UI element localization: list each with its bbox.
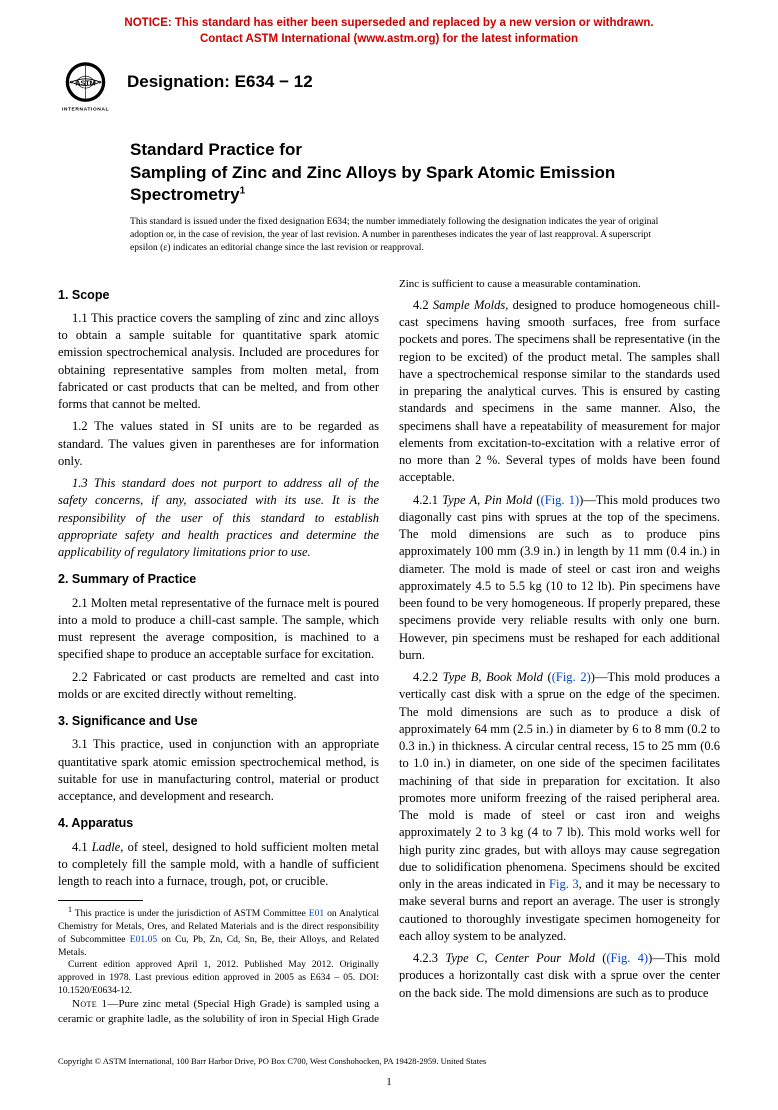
title-line2: Sampling of Zinc and Zinc Alloys by Spar…: [130, 162, 720, 205]
p421c: ((Fig. 1)): [536, 493, 583, 507]
fn1c[interactable]: E01: [309, 909, 324, 920]
footnote-2: Current edition approved April 1, 2012. …: [58, 959, 379, 997]
body-columns: 1. Scope 1.1 This practice covers the sa…: [58, 277, 720, 1028]
title-block: Standard Practice for Sampling of Zinc a…: [130, 138, 720, 205]
fig3-link[interactable]: Fig. 3: [549, 877, 579, 891]
p421b: Type A, Pin Mold: [442, 493, 536, 507]
para-4-2-2: 4.2.2 Type B, Book Mold ((Fig. 2))—This …: [399, 669, 720, 945]
para-4-2: 4.2 Sample Molds, designed to produce ho…: [399, 297, 720, 487]
section-1-head: 1. Scope: [58, 287, 379, 304]
notice-banner: NOTICE: This standard has either been su…: [58, 16, 720, 47]
fig2-link[interactable]: (Fig. 2): [552, 670, 591, 684]
p423c: ((Fig. 4)): [602, 951, 652, 965]
fn1b: This practice is under the jurisdiction …: [72, 909, 309, 920]
superscript-1: 1: [240, 185, 246, 196]
page-number: 1: [58, 1075, 720, 1090]
p422b: Type B, Book Mold: [443, 670, 548, 684]
section-4-head: 4. Apparatus: [58, 815, 379, 832]
para-1-2: 1.2 The values stated in SI units are to…: [58, 418, 379, 470]
p423a: 4.2.3: [413, 951, 445, 965]
footnote-1: 1 This practice is under the jurisdictio…: [58, 905, 379, 959]
p422a: 4.2.2: [413, 670, 443, 684]
p41b: Ladle,: [92, 840, 124, 854]
notice-line1: NOTICE: This standard has either been su…: [124, 17, 653, 29]
para-3-1: 3.1 This practice, used in conjunction w…: [58, 736, 379, 805]
p42b: Sample Molds,: [433, 298, 508, 312]
title-text: Sampling of Zinc and Zinc Alloys by Spar…: [130, 163, 615, 203]
para-4-2-1: 4.2.1 Type A, Pin Mold ((Fig. 1))—This m…: [399, 492, 720, 665]
p423b: Type C, Center Pour Mold: [445, 951, 602, 965]
header-row: ASTM INTERNATIONAL Designation: E634 − 1…: [58, 59, 720, 114]
p42c: designed to produce homogeneous chill-ca…: [399, 298, 720, 485]
page-container: NOTICE: This standard has either been su…: [0, 0, 778, 1110]
issuance-note: This standard is issued under the fixed …: [130, 215, 660, 255]
para-4-2-3: 4.2.3 Type C, Center Pour Mold ((Fig. 4)…: [399, 950, 720, 1002]
section-2-head: 2. Summary of Practice: [58, 571, 379, 588]
footnote-rule: [58, 900, 143, 901]
fig4-link[interactable]: (Fig. 4): [606, 951, 648, 965]
p41a: 4.1: [72, 840, 92, 854]
note-label: Note 1: [72, 998, 107, 1010]
title-line1: Standard Practice for: [130, 138, 720, 161]
svg-text:ASTM: ASTM: [75, 79, 95, 87]
p42a: 4.2: [413, 298, 433, 312]
p421a: 4.2.1: [413, 493, 442, 507]
designation: Designation: E634 − 12: [127, 70, 313, 93]
p422d: —This mold produces a vertically cast di…: [399, 670, 720, 891]
notice-line2: Contact ASTM International (www.astm.org…: [200, 33, 578, 45]
fn1e[interactable]: E01.05: [130, 934, 157, 945]
footnote-block: 1 This practice is under the jurisdictio…: [58, 900, 379, 997]
p421d: —This mold produces two diagonally cast …: [399, 493, 720, 662]
copyright-line: Copyright © ASTM International, 100 Barr…: [58, 1056, 720, 1068]
fig1-link[interactable]: (Fig. 1): [541, 493, 580, 507]
p422c: ((Fig. 2)): [548, 670, 595, 684]
para-2-1: 2.1 Molten metal representative of the f…: [58, 595, 379, 664]
para-4-1: 4.1 Ladle, of steel, designed to hold su…: [58, 839, 379, 891]
para-1-1: 1.1 This practice covers the sampling of…: [58, 310, 379, 414]
section-3-head: 3. Significance and Use: [58, 713, 379, 730]
para-1-3: 1.3 This standard does not purport to ad…: [58, 475, 379, 561]
para-2-2: 2.2 Fabricated or cast products are reme…: [58, 669, 379, 704]
astm-logo: ASTM INTERNATIONAL: [58, 59, 113, 114]
svg-text:INTERNATIONAL: INTERNATIONAL: [62, 107, 109, 113]
